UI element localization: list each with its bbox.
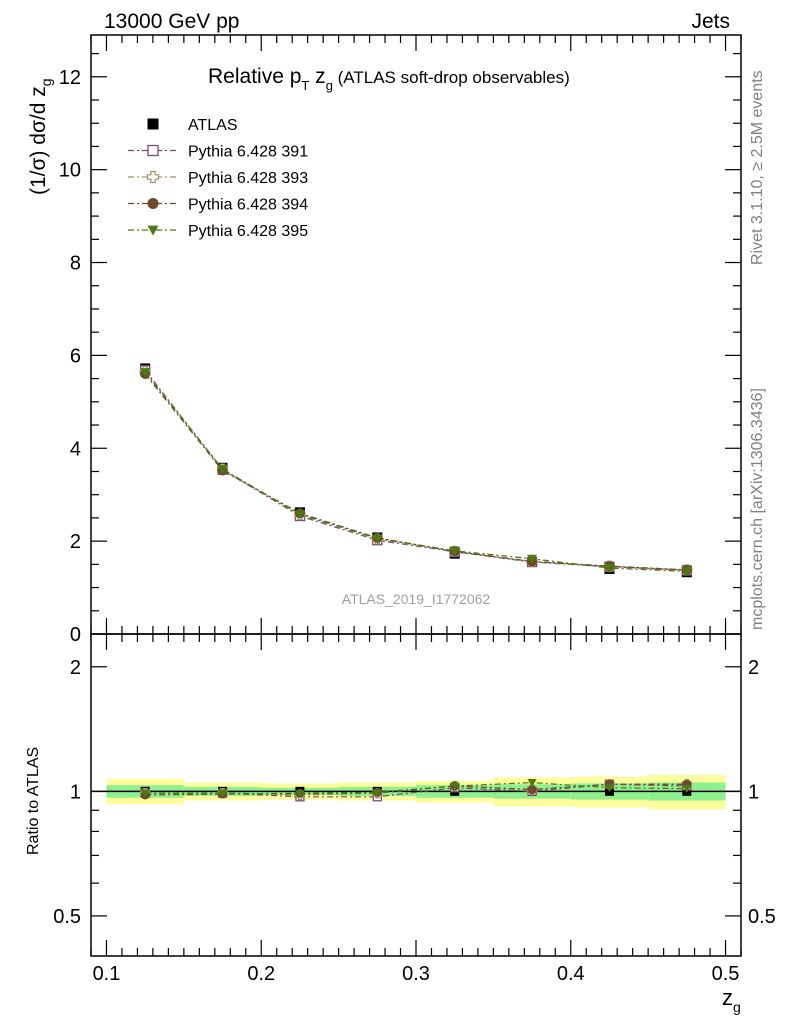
legend-entry: Pythia 6.428 393 bbox=[128, 170, 308, 187]
ratio-point bbox=[527, 785, 537, 795]
ratio-point bbox=[218, 789, 228, 798]
series-pythia-6-428-395 bbox=[140, 368, 692, 577]
ratio-point bbox=[295, 790, 305, 799]
y-tick-label: 10 bbox=[59, 160, 81, 182]
analysis-watermark: ATLAS_2019_I1772062 bbox=[342, 591, 491, 607]
legend-entry: ATLAS bbox=[147, 117, 238, 134]
ratio-y-tick-label: 2 bbox=[70, 657, 81, 679]
rivet-label: Rivet 3.1.10, ≥ 2.5M events bbox=[749, 70, 766, 265]
mcplots-label: mcplots.cern.ch [arXiv:1306.3436] bbox=[749, 388, 766, 630]
legend-label: ATLAS bbox=[188, 117, 238, 134]
ratio-point bbox=[450, 782, 460, 791]
ratio-y-label: Ratio to ATLAS bbox=[25, 747, 42, 855]
series-line bbox=[144, 371, 687, 572]
legend-entry: Pythia 6.428 395 bbox=[128, 223, 308, 240]
legend-marker bbox=[147, 118, 159, 130]
x-tick-label: 0.1 bbox=[93, 963, 121, 985]
x-tick-label: 0.2 bbox=[247, 963, 275, 985]
y-tick-label: 2 bbox=[70, 531, 81, 553]
data-point bbox=[372, 534, 383, 544]
data-point bbox=[217, 465, 228, 475]
ratio-series-pythia-6-428-395 bbox=[140, 778, 692, 799]
data-point bbox=[527, 554, 538, 564]
legend: ATLAS Pythia 6.428 391 Pythia 6.428 393 Pyt… bbox=[128, 117, 308, 240]
y-tick-label: 8 bbox=[70, 253, 81, 275]
y-tick-label: 6 bbox=[70, 345, 81, 367]
ratio-y-tick-label: 1 bbox=[70, 781, 81, 803]
legend-label: Pythia 6.428 393 bbox=[188, 170, 308, 187]
header-right: Jets bbox=[691, 10, 730, 33]
data-point bbox=[604, 564, 615, 574]
x-label: zg bbox=[722, 985, 741, 1015]
legend-marker bbox=[146, 170, 160, 184]
legend-label: Pythia 6.428 395 bbox=[188, 223, 308, 240]
ratio-series bbox=[140, 778, 692, 802]
ratio-line bbox=[145, 781, 687, 795]
ratio-point bbox=[682, 785, 692, 794]
x-tick-label: 0.3 bbox=[402, 963, 430, 985]
legend-entry: Pythia 6.428 391 bbox=[128, 144, 308, 161]
plot-title: Relative pT zg (ATLAS soft-drop observab… bbox=[208, 65, 570, 93]
y-tick-label: 12 bbox=[59, 67, 81, 89]
axis-ticks bbox=[90, 35, 742, 956]
legend-marker bbox=[147, 198, 159, 209]
data-point bbox=[140, 368, 151, 378]
ratio-point bbox=[372, 789, 382, 798]
data-point bbox=[681, 567, 692, 577]
x-tick-label: 0.4 bbox=[557, 963, 585, 985]
legend-entry: Pythia 6.428 394 bbox=[128, 197, 308, 214]
data-point bbox=[449, 546, 460, 556]
main-series bbox=[139, 363, 693, 578]
legend-marker bbox=[147, 144, 159, 157]
ratio-y-tick-label-right: 1 bbox=[748, 781, 759, 803]
ratio-point bbox=[604, 784, 614, 793]
legend-label: Pythia 6.428 394 bbox=[188, 197, 308, 214]
ratio-y-tick-label-right: 2 bbox=[748, 657, 759, 679]
data-point bbox=[294, 510, 305, 520]
svg-text:(1/σ) dσ/d zg: (1/σ) dσ/d zg bbox=[27, 78, 54, 195]
y-tick-label: 0 bbox=[70, 624, 81, 646]
header-left: 13000 GeV pp bbox=[104, 10, 239, 33]
y-tick-label: 4 bbox=[70, 438, 81, 460]
ratio-point bbox=[140, 789, 150, 798]
legend-label: Pythia 6.428 391 bbox=[188, 144, 308, 161]
legend-marker bbox=[147, 225, 159, 236]
series-line bbox=[144, 373, 687, 571]
ratio-y-tick-label-right: 0.5 bbox=[748, 906, 776, 928]
x-tick-label: 0.5 bbox=[712, 963, 740, 985]
main-y-label: (1/σ) dσ/d zg bbox=[27, 78, 54, 195]
ratio-point bbox=[527, 778, 537, 788]
ratio-y-tick-label: 0.5 bbox=[53, 906, 81, 928]
